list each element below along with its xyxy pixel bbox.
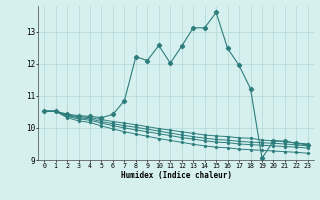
X-axis label: Humidex (Indice chaleur): Humidex (Indice chaleur) <box>121 171 231 180</box>
